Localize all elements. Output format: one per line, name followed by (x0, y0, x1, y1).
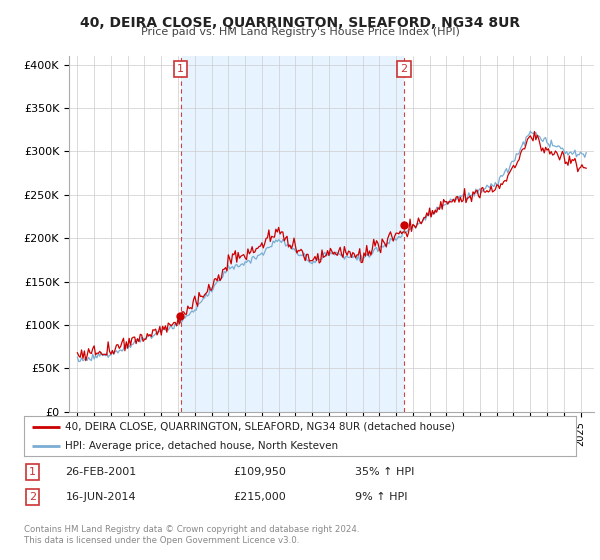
Text: 1: 1 (177, 64, 184, 74)
Text: 40, DEIRA CLOSE, QUARRINGTON, SLEAFORD, NG34 8UR (detached house): 40, DEIRA CLOSE, QUARRINGTON, SLEAFORD, … (65, 422, 455, 432)
Text: Contains HM Land Registry data © Crown copyright and database right 2024.
This d: Contains HM Land Registry data © Crown c… (24, 525, 359, 545)
Text: 26-FEB-2001: 26-FEB-2001 (65, 467, 137, 477)
Text: 16-JUN-2014: 16-JUN-2014 (65, 492, 136, 502)
Text: 9% ↑ HPI: 9% ↑ HPI (355, 492, 408, 502)
Text: £215,000: £215,000 (234, 492, 287, 502)
Text: 1: 1 (29, 467, 36, 477)
Text: Price paid vs. HM Land Registry's House Price Index (HPI): Price paid vs. HM Land Registry's House … (140, 27, 460, 37)
Text: 40, DEIRA CLOSE, QUARRINGTON, SLEAFORD, NG34 8UR: 40, DEIRA CLOSE, QUARRINGTON, SLEAFORD, … (80, 16, 520, 30)
Text: £109,950: £109,950 (234, 467, 287, 477)
Text: 2: 2 (400, 64, 407, 74)
Bar (181, 56, 404, 412)
Text: 35% ↑ HPI: 35% ↑ HPI (355, 467, 415, 477)
Text: HPI: Average price, detached house, North Kesteven: HPI: Average price, detached house, Nort… (65, 441, 338, 450)
Text: 2: 2 (29, 492, 36, 502)
